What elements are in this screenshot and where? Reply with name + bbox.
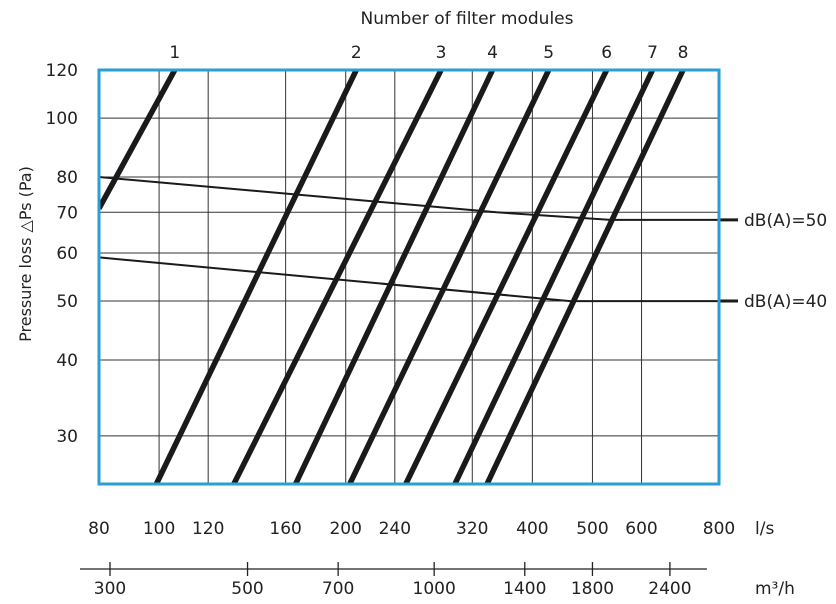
- y-tick-label: 100: [46, 109, 78, 129]
- sound-line: [98, 176, 719, 221]
- x-tick-label: 100: [143, 519, 175, 539]
- module-line: [452, 70, 656, 484]
- x2-unit-label: m³/h: [755, 579, 795, 599]
- module-line: [293, 70, 496, 484]
- x2-tick-label: 1800: [571, 579, 614, 599]
- y-tick-label: 80: [56, 168, 78, 188]
- y-tick-label: 120: [46, 61, 78, 81]
- y-tick-label: 60: [56, 244, 78, 264]
- x-tick-label: 200: [329, 519, 361, 539]
- x-tick-label: 800: [703, 519, 735, 539]
- module-label: 6: [601, 43, 612, 63]
- module-line: [99, 70, 178, 210]
- sound-line: [98, 256, 719, 303]
- x2-tick-label: 2400: [648, 579, 691, 599]
- module-line: [153, 70, 359, 484]
- module-label: 1: [169, 43, 180, 63]
- x-tick-label: 80: [88, 519, 110, 539]
- module-line: [231, 70, 444, 484]
- module-label: 8: [678, 43, 689, 63]
- x2-tick-label: 300: [94, 579, 126, 599]
- x2-tick-label: 1400: [503, 579, 546, 599]
- module-line: [347, 70, 552, 484]
- x-tick-label: 500: [576, 519, 608, 539]
- y-tick-label: 50: [56, 292, 78, 312]
- x2-tick-label: 700: [322, 579, 354, 599]
- x-tick-label: 320: [456, 519, 488, 539]
- filter-module-lines: [99, 70, 686, 484]
- module-label: 2: [351, 43, 362, 63]
- module-line: [403, 70, 610, 484]
- module-label: 3: [436, 43, 447, 63]
- x-tick-label: 120: [192, 519, 224, 539]
- module-line: [484, 70, 686, 484]
- plot-frame: [97, 68, 721, 486]
- y-tick-label: 40: [56, 351, 78, 371]
- x-tick-label: 160: [269, 519, 301, 539]
- x-tick-label: 600: [625, 519, 657, 539]
- top-axis-title: Number of filter modules: [361, 9, 574, 29]
- module-label: 4: [487, 43, 498, 63]
- x-tick-label: 400: [516, 519, 548, 539]
- x-unit-label: l/s: [755, 519, 774, 539]
- x-tick-label: 240: [379, 519, 411, 539]
- module-label: 7: [647, 43, 658, 63]
- y-tick-label: 30: [56, 427, 78, 447]
- module-label: 5: [543, 43, 554, 63]
- x2-tick-label: 1000: [413, 579, 456, 599]
- y-tick-label: 70: [56, 203, 78, 223]
- tick-labels: 80 100 120 160 200 240 320 400 500 600 800 30 40 50 60…: [46, 43, 736, 599]
- sound-line-label: dB(A)=40: [744, 292, 827, 312]
- x2-tick-label: 500: [231, 579, 263, 599]
- sound-line-label: dB(A)=50: [744, 211, 827, 231]
- y-axis-label: Pressure loss △Ps (Pa): [16, 166, 35, 342]
